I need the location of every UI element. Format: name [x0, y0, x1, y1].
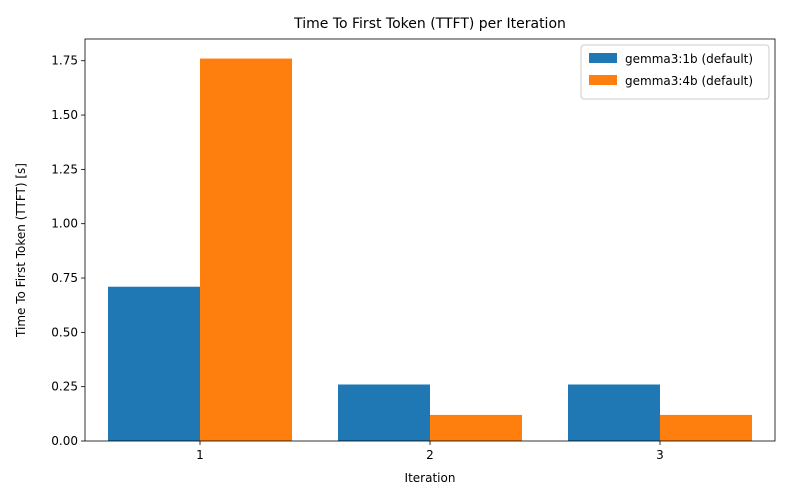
bar-series-1-iteration-1 [108, 286, 200, 441]
plot-area [84, 38, 776, 442]
x-tick-label: 2 [426, 448, 434, 462]
x-axis-label: Iteration [405, 471, 456, 485]
y-tick-label: 1.75 [51, 54, 78, 68]
y-axis-label: Time To First Token (TTFT) [s] [14, 163, 28, 338]
y-tick-label: 1.50 [51, 108, 78, 122]
y-axis: 0.00 0.25 0.50 0.75 1.00 1.25 1.50 1.75 [51, 54, 85, 448]
bar-series-1-iteration-3 [568, 384, 660, 441]
y-tick-label: 0.75 [51, 271, 78, 285]
y-tick-label: 0.25 [51, 380, 78, 394]
legend-swatch-series-1 [589, 53, 617, 63]
bar-series-1-iteration-2 [338, 384, 430, 441]
bar-series-2-iteration-2 [430, 414, 522, 441]
legend-label-series-2: gemma3:4b (default) [625, 74, 753, 88]
y-tick-label: 1.00 [51, 217, 78, 231]
y-tick-label: 0.00 [51, 434, 78, 448]
legend-swatch-series-2 [589, 75, 617, 85]
y-tick-label: 0.50 [51, 325, 78, 339]
x-tick-label: 3 [656, 448, 664, 462]
x-tick-label: 1 [196, 448, 204, 462]
legend-label-series-1: gemma3:1b (default) [625, 52, 753, 66]
x-axis: 1 2 3 [196, 441, 664, 462]
chart-title: Time To First Token (TTFT) per Iteration [293, 16, 566, 32]
bar-series-2-iteration-1 [200, 58, 292, 442]
bar-series-2-iteration-3 [660, 414, 752, 441]
y-tick-label: 1.25 [51, 162, 78, 176]
legend-box [580, 44, 770, 100]
legend: gemma3:1b (default) gemma3:4b (default) [580, 44, 770, 100]
